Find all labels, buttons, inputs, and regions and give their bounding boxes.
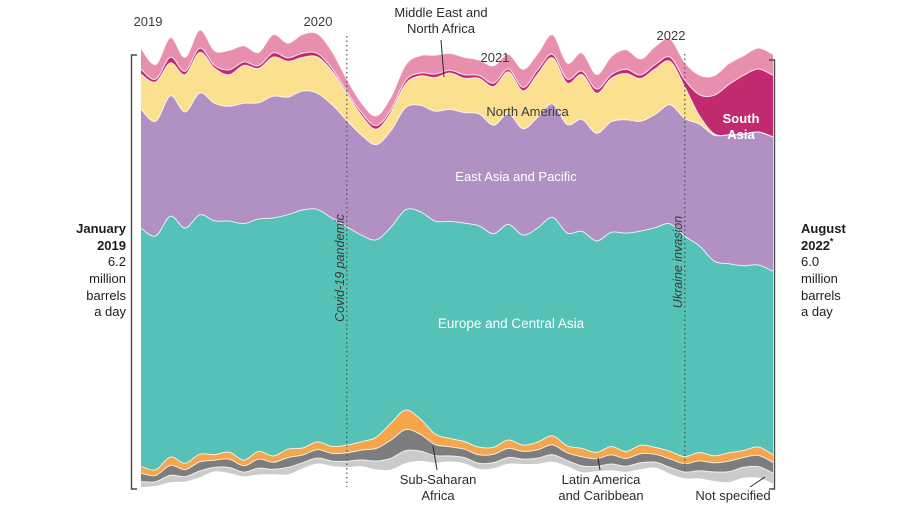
x-tick-2019: 2019 xyxy=(133,14,163,29)
chart-overlay xyxy=(130,39,776,490)
label-north-america: North America xyxy=(486,104,569,119)
x-tick-2020: 2020 xyxy=(303,14,333,29)
edge-latin_america_caribbean xyxy=(140,428,774,477)
band-edges xyxy=(140,29,774,483)
edge-not_specified xyxy=(140,449,774,483)
annotation-latin-line1: Latin America xyxy=(561,472,641,487)
annotation-mena-line2: North Africa xyxy=(407,20,475,36)
right-unit-2: barrels xyxy=(801,287,841,303)
area-north_america xyxy=(141,52,773,145)
right-unit-3: a day xyxy=(801,304,833,320)
left-endpoint-annotation: January 2019 6.2 million barrels a day xyxy=(40,221,126,321)
area-sub_saharan_africa xyxy=(141,409,773,476)
annotation-sub-saharan-line1: Sub-Saharan xyxy=(399,472,477,487)
label-south-asia-line1: South xyxy=(722,111,760,126)
area-europe_central_asia xyxy=(141,208,773,471)
sub-saharan-pointer-line xyxy=(432,445,438,471)
right-endpoint-annotation: August 2022* 6.0 million barrels a day xyxy=(801,221,893,321)
left-month: January xyxy=(76,221,126,236)
x-tick-2022: 2022 xyxy=(656,28,686,43)
left-bracket xyxy=(130,54,137,490)
left-unit-2: barrels xyxy=(86,287,126,303)
annotation-latin-america-caribbean: Latin America and Caribbean xyxy=(534,472,668,504)
left-year: 2019 xyxy=(97,237,126,253)
edge-middle_east_north_africa xyxy=(140,29,774,117)
event-lines xyxy=(346,36,686,487)
area-south_asia xyxy=(141,48,773,137)
annotation-sub-saharan-line2: Africa xyxy=(421,487,455,503)
latin-america-pointer-line xyxy=(597,457,601,471)
annotation-middle-east-north-africa: Middle East and North Africa xyxy=(355,5,527,37)
annotation-mena-line1: Middle East and xyxy=(394,5,488,20)
right-unit-1: million xyxy=(801,270,838,286)
not-specified-pointer-line xyxy=(749,476,766,488)
label-europe-central-asia: Europe and Central Asia xyxy=(437,316,585,331)
x-tick-2021: 2021 xyxy=(480,50,510,65)
left-unit-1: million xyxy=(89,270,126,286)
event-label-covid: Covid-19 pandemic xyxy=(333,214,347,322)
left-value: 6.2 xyxy=(107,254,126,270)
edge-sub_saharan_africa xyxy=(140,409,774,471)
right-year: 2022* xyxy=(801,236,893,255)
right-value: 6.0 xyxy=(801,254,820,270)
event-label-ukraine: Ukraine invasion xyxy=(671,215,685,309)
mena-pointer-line xyxy=(440,39,445,78)
right-bracket xyxy=(769,59,776,490)
left-unit-3: a day xyxy=(94,304,126,320)
right-year-footnote-marker: * xyxy=(829,236,834,247)
edge-north_america xyxy=(140,51,774,138)
label-south-asia-line2: Asia xyxy=(727,126,755,142)
annotation-sub-saharan-africa: Sub-Saharan Africa xyxy=(378,472,498,504)
label-east-asia-pacific: East Asia and Pacific xyxy=(455,169,577,184)
annotation-not-specified: Not specified xyxy=(695,488,771,503)
annotation-latin-line2: and Caribbean xyxy=(558,487,644,503)
right-year-text: 2022 xyxy=(801,237,830,253)
right-month: August xyxy=(801,221,846,236)
area-east_asia_pacific xyxy=(141,90,773,272)
label-south-asia: South Asia xyxy=(706,111,776,143)
area-latin_america_caribbean xyxy=(141,429,773,483)
edge-south_asia xyxy=(140,47,774,127)
area-not_specified xyxy=(141,450,773,488)
edge-east_asia_pacific xyxy=(140,90,774,146)
edge-europe_central_asia xyxy=(140,208,774,272)
